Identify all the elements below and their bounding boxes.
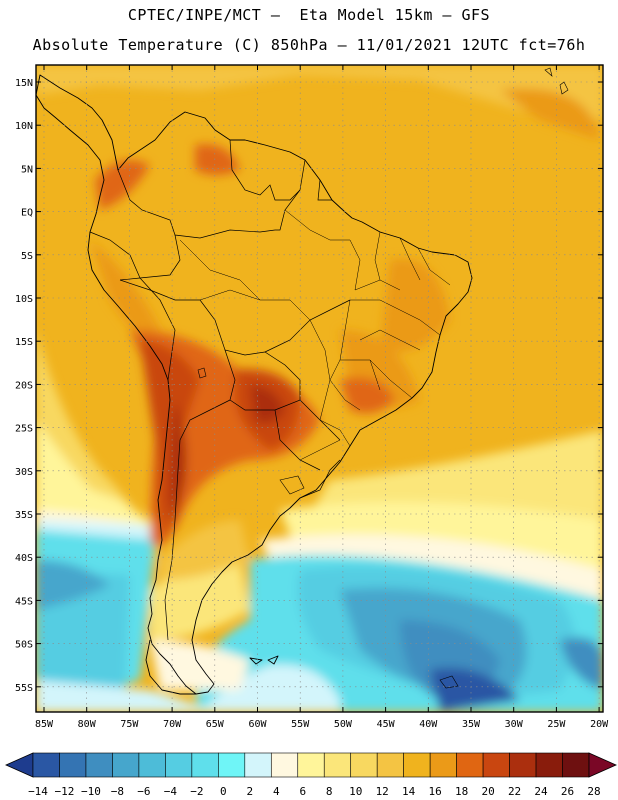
legend-label: 12 — [376, 785, 389, 798]
legend-label: 14 — [402, 785, 416, 798]
map-title-line-1: CPTEC/INPE/MCT – Eta Model 15km – GFS — [127, 6, 491, 24]
legend-label: 8 — [326, 785, 333, 798]
legend-swatch — [403, 752, 431, 778]
legend-swatch — [59, 752, 87, 778]
lon-tick-label: 75W — [120, 719, 139, 730]
legend-label: 10 — [349, 785, 362, 798]
lon-tick-label: 80W — [78, 719, 97, 730]
legend-label: 16 — [429, 785, 442, 798]
legend-label: −6 — [137, 785, 150, 798]
lat-tick-label: 20S — [15, 380, 33, 391]
lon-tick-label: 30W — [505, 719, 524, 730]
legend-swatch — [138, 752, 166, 778]
lon-tick-label: 65W — [206, 719, 225, 730]
lat-tick-label: 5N — [21, 164, 33, 175]
legend-label: 20 — [481, 785, 494, 798]
graticule — [36, 65, 603, 712]
legend-swatch — [270, 752, 299, 778]
legend-swatch — [350, 752, 378, 778]
lakes — [197, 67, 569, 689]
legend-label: 28 — [587, 785, 600, 798]
legend-label: 0 — [220, 785, 227, 798]
legend-swatch — [323, 752, 352, 778]
lon-tick-label: 50W — [334, 719, 353, 730]
lon-tick-label: 40W — [419, 719, 438, 730]
map-frame — [35, 64, 604, 713]
lat-tick-label: 45S — [15, 596, 33, 607]
lon-tick-label: 55W — [291, 719, 310, 730]
legend-swatch — [85, 752, 113, 778]
map-title-line-2: Absolute Temperature (C) 850hPa – 11/01/… — [32, 36, 586, 54]
legend-label: 6 — [299, 785, 306, 798]
lat-tick-label: 55S — [15, 683, 33, 694]
lon-tick-label: 85W — [35, 719, 54, 730]
legend-swatch — [482, 752, 510, 778]
lon-tick-label: 70W — [163, 719, 182, 730]
legend-label: 4 — [273, 785, 280, 798]
lat-tick-label: 40S — [15, 553, 33, 564]
lon-tick-label: 20W — [590, 719, 609, 730]
legend-label: 2 — [246, 785, 253, 798]
color-legend: −14 −12 −10 −8 −6 −4 −2 0 2 4 6 8 10 12 14 16 18 20 22 24 26… — [5, 752, 617, 798]
temperature-map: 15N 10N 5N EQ 5S 10S 15S 20S 25S 30S 35S 40S 45S 50S 5… — [5, 64, 617, 798]
lat-tick-label: EQ — [21, 208, 33, 219]
legend-swatch — [297, 752, 325, 778]
legend-arrow-low — [5, 752, 34, 778]
lat-tick-label: 35S — [15, 510, 33, 521]
lon-tick-label: 60W — [248, 719, 267, 730]
legend-swatch — [244, 752, 272, 778]
legend-label: −10 — [81, 785, 101, 798]
lon-tick-label: 35W — [462, 719, 481, 730]
lat-tick-label: 10S — [15, 294, 33, 305]
legend-swatch — [165, 752, 193, 778]
legend-swatch — [535, 752, 563, 778]
legend-label: −14 — [28, 785, 48, 798]
legend-swatch — [218, 752, 246, 778]
lat-tick-label: 30S — [15, 467, 33, 478]
lat-tick-label: 10N — [15, 121, 33, 132]
legend-label: 18 — [455, 785, 468, 798]
lat-tick-label: 15N — [15, 78, 33, 89]
lat-tick-label: 15S — [15, 337, 33, 348]
legend-arrow-high — [588, 752, 617, 778]
temperature-field — [36, 65, 603, 712]
legend-swatch — [509, 752, 537, 778]
legend-label: −8 — [111, 785, 124, 798]
legend-swatch — [456, 752, 484, 778]
latitude-axis: 15N 10N 5N EQ 5S 10S 15S 20S 25S 30S 35S 40S 45S 50S 5… — [15, 78, 603, 694]
legend-swatch — [562, 752, 590, 778]
legend-label: 22 — [508, 785, 521, 798]
legend-label: −12 — [55, 785, 75, 798]
lat-tick-label: 5S — [21, 251, 33, 262]
lon-tick-label: 25W — [547, 719, 566, 730]
legend-label: 26 — [561, 785, 574, 798]
legend-label: −4 — [164, 785, 178, 798]
lat-tick-label: 50S — [15, 640, 33, 651]
legend-swatch — [32, 752, 60, 778]
longitude-axis: 85W 80W 75W 70W 65W 60W 55W 50W 45W 40W 35W 30W 25W 2… — [35, 65, 609, 730]
legend-label: 24 — [534, 785, 548, 798]
legend-label: −2 — [190, 785, 203, 798]
coastline — [36, 74, 473, 695]
legend-swatch — [191, 752, 219, 778]
legend-swatch — [429, 752, 457, 778]
legend-swatch — [112, 752, 140, 778]
legend-swatch — [376, 752, 404, 778]
lon-tick-label: 45W — [377, 719, 396, 730]
state-borders — [179, 209, 451, 461]
lat-tick-label: 25S — [15, 424, 33, 435]
